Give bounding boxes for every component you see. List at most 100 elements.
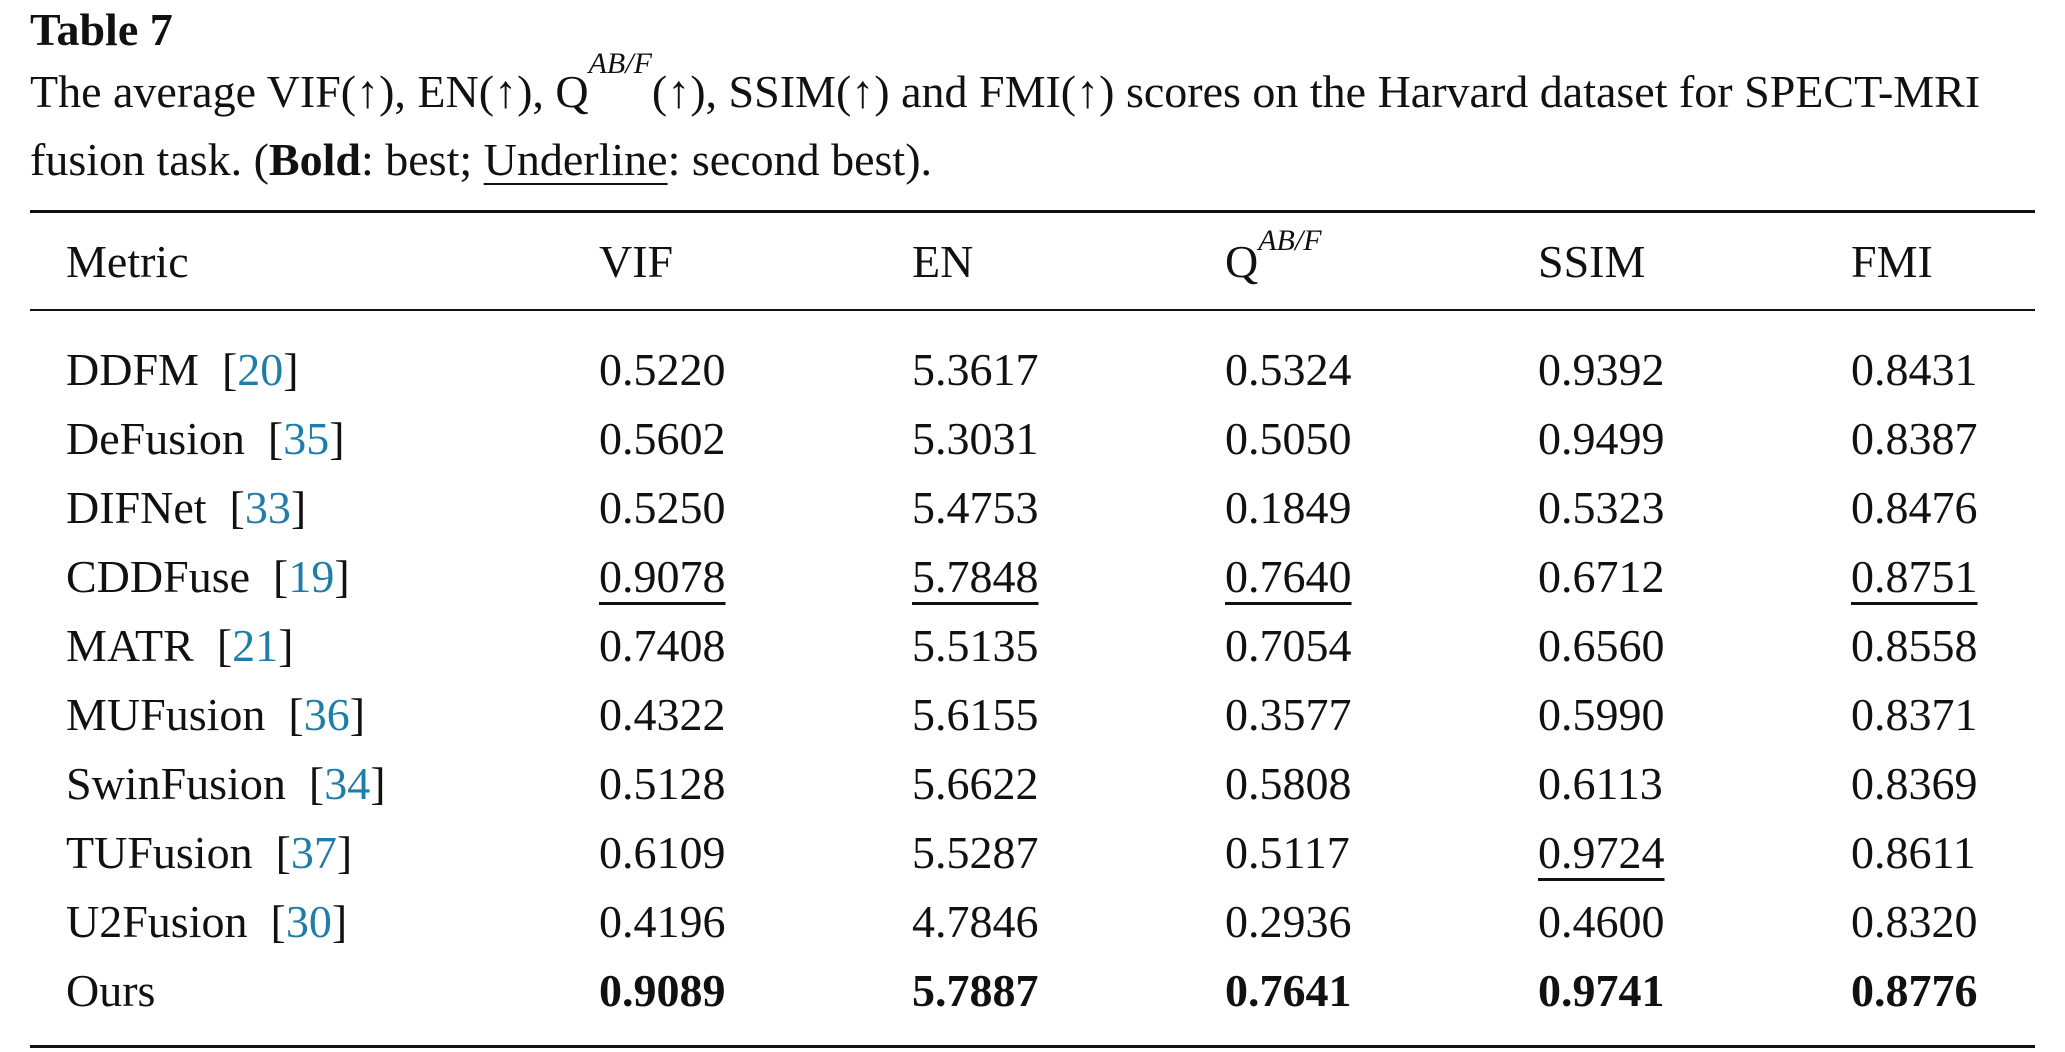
q-cell: 0.7641 bbox=[1225, 956, 1538, 1047]
en-value: 5.6155 bbox=[912, 689, 1039, 740]
fmi-value: 0.8371 bbox=[1851, 689, 1978, 740]
en-value: 5.7887 bbox=[912, 965, 1039, 1016]
header-qabf: QAB/F bbox=[1225, 211, 1538, 311]
citation-link[interactable]: 37 bbox=[290, 827, 337, 878]
q-value: 0.5117 bbox=[1225, 827, 1350, 878]
method-cell: SwinFusion [34] bbox=[66, 758, 386, 809]
citation-link[interactable]: 30 bbox=[285, 896, 332, 947]
fmi-cell: 0.8371 bbox=[1851, 680, 2035, 749]
method-cell: MUFusion [36] bbox=[66, 689, 366, 740]
citation-link[interactable]: 36 bbox=[303, 689, 350, 740]
q-value: 0.7641 bbox=[1225, 965, 1352, 1016]
caption-superscript: AB/F bbox=[588, 47, 652, 80]
fmi-cell: 0.8431 bbox=[1851, 310, 2035, 404]
fmi-value: 0.8320 bbox=[1851, 896, 1978, 947]
fmi-value: 0.8476 bbox=[1851, 482, 1978, 533]
en-cell: 5.3617 bbox=[912, 310, 1225, 404]
fmi-cell: 0.8776 bbox=[1851, 956, 2035, 1047]
vif-cell: 0.7408 bbox=[599, 611, 912, 680]
citation-link[interactable]: 20 bbox=[237, 344, 284, 395]
method-name: U2Fusion bbox=[66, 896, 248, 947]
en-cell: 5.3031 bbox=[912, 404, 1225, 473]
citation-link[interactable]: 34 bbox=[324, 758, 371, 809]
q-value: 0.5808 bbox=[1225, 758, 1352, 809]
ssim-cell: 0.9724 bbox=[1538, 818, 1851, 887]
vif-value: 0.9089 bbox=[599, 965, 726, 1016]
vif-cell: 0.4322 bbox=[599, 680, 912, 749]
method-cell: CDDFuse [19] bbox=[66, 551, 350, 602]
caption-underline-word: Underline bbox=[483, 134, 668, 185]
method-name: DDFM bbox=[66, 344, 199, 395]
header-ssim: SSIM bbox=[1538, 211, 1851, 311]
vif-cell: 0.5128 bbox=[599, 749, 912, 818]
citation-link[interactable]: 21 bbox=[232, 620, 279, 671]
table-label: Table 7 bbox=[30, 4, 173, 55]
q-value: 0.5050 bbox=[1225, 413, 1352, 464]
method-name: MUFusion bbox=[66, 689, 266, 740]
table-row: Ours 0.9089 5.7887 0.7641 0.9741 0.8776 bbox=[30, 956, 2035, 1047]
ssim-value: 0.9499 bbox=[1538, 413, 1665, 464]
vif-cell: 0.4196 bbox=[599, 887, 912, 956]
ssim-value: 0.9724 bbox=[1538, 827, 1665, 878]
method-name: TUFusion bbox=[66, 827, 253, 878]
citation-link[interactable]: 19 bbox=[288, 551, 335, 602]
table-row: DeFusion [35] 0.5602 5.3031 0.5050 0.9499 0.8… bbox=[30, 404, 2035, 473]
ssim-value: 0.5990 bbox=[1538, 689, 1665, 740]
q-cell: 0.5050 bbox=[1225, 404, 1538, 473]
header-vif: VIF bbox=[599, 211, 912, 311]
vif-cell: 0.9089 bbox=[599, 956, 912, 1047]
q-value: 0.3577 bbox=[1225, 689, 1352, 740]
header-fmi: FMI bbox=[1851, 211, 2035, 311]
method-cell: TUFusion [37] bbox=[66, 827, 353, 878]
q-cell: 0.2936 bbox=[1225, 887, 1538, 956]
header-en: EN bbox=[912, 211, 1225, 311]
citation-link[interactable]: 35 bbox=[283, 413, 330, 464]
table-container: Table 7 The average VIF(↑), EN(↑), QAB/F… bbox=[30, 0, 2035, 1048]
fmi-value: 0.8387 bbox=[1851, 413, 1978, 464]
en-cell: 5.7887 bbox=[912, 956, 1225, 1047]
caption-part-1: The average VIF(↑), EN(↑), Q bbox=[30, 66, 589, 117]
vif-value: 0.5602 bbox=[599, 413, 726, 464]
q-cell: 0.5808 bbox=[1225, 749, 1538, 818]
fmi-value: 0.8369 bbox=[1851, 758, 1978, 809]
en-value: 4.7846 bbox=[912, 896, 1039, 947]
method-name: MATR bbox=[66, 620, 194, 671]
vif-value: 0.6109 bbox=[599, 827, 726, 878]
citation-link[interactable]: 33 bbox=[244, 482, 291, 533]
q-cell: 0.3577 bbox=[1225, 680, 1538, 749]
fmi-value: 0.8611 bbox=[1851, 827, 1976, 878]
ssim-cell: 0.9392 bbox=[1538, 310, 1851, 404]
header-q-base: Q bbox=[1225, 235, 1259, 287]
ssim-cell: 0.6113 bbox=[1538, 749, 1851, 818]
q-cell: 0.7640 bbox=[1225, 542, 1538, 611]
q-cell: 0.5117 bbox=[1225, 818, 1538, 887]
q-cell: 0.5324 bbox=[1225, 310, 1538, 404]
caption-part-2: (↑), SSIM(↑) and FMI(↑) scores on the Ha… bbox=[30, 66, 1981, 185]
en-cell: 5.6622 bbox=[912, 749, 1225, 818]
ssim-cell: 0.6712 bbox=[1538, 542, 1851, 611]
vif-cell: 0.5250 bbox=[599, 473, 912, 542]
caption-part-4: : second best). bbox=[667, 134, 933, 185]
q-value: 0.5324 bbox=[1225, 344, 1352, 395]
method-name: CDDFuse bbox=[66, 551, 251, 602]
ssim-value: 0.4600 bbox=[1538, 896, 1665, 947]
en-value: 5.4753 bbox=[912, 482, 1039, 533]
en-cell: 4.7846 bbox=[912, 887, 1225, 956]
method-cell: MATR [21] bbox=[66, 620, 294, 671]
method-cell: Ours bbox=[30, 956, 599, 1047]
fmi-value: 0.8431 bbox=[1851, 344, 1978, 395]
ssim-value: 0.6712 bbox=[1538, 551, 1665, 602]
table-row: U2Fusion [30] 0.4196 4.7846 0.2936 0.4600 0.8… bbox=[30, 887, 2035, 956]
en-value: 5.7848 bbox=[912, 551, 1039, 602]
vif-value: 0.5250 bbox=[599, 482, 726, 533]
fmi-cell: 0.8558 bbox=[1851, 611, 2035, 680]
table-body: DDFM [20] 0.5220 5.3617 0.5324 0.9392 0.8431 D… bbox=[30, 310, 2035, 1047]
vif-cell: 0.6109 bbox=[599, 818, 912, 887]
fmi-cell: 0.8369 bbox=[1851, 749, 2035, 818]
table-row: CDDFuse [19] 0.9078 5.7848 0.7640 0.6712 0.87… bbox=[30, 542, 2035, 611]
en-value: 5.5135 bbox=[912, 620, 1039, 671]
method-cell: DIFNet [33] bbox=[66, 482, 307, 533]
q-cell: 0.7054 bbox=[1225, 611, 1538, 680]
ssim-cell: 0.9741 bbox=[1538, 956, 1851, 1047]
en-value: 5.3031 bbox=[912, 413, 1039, 464]
